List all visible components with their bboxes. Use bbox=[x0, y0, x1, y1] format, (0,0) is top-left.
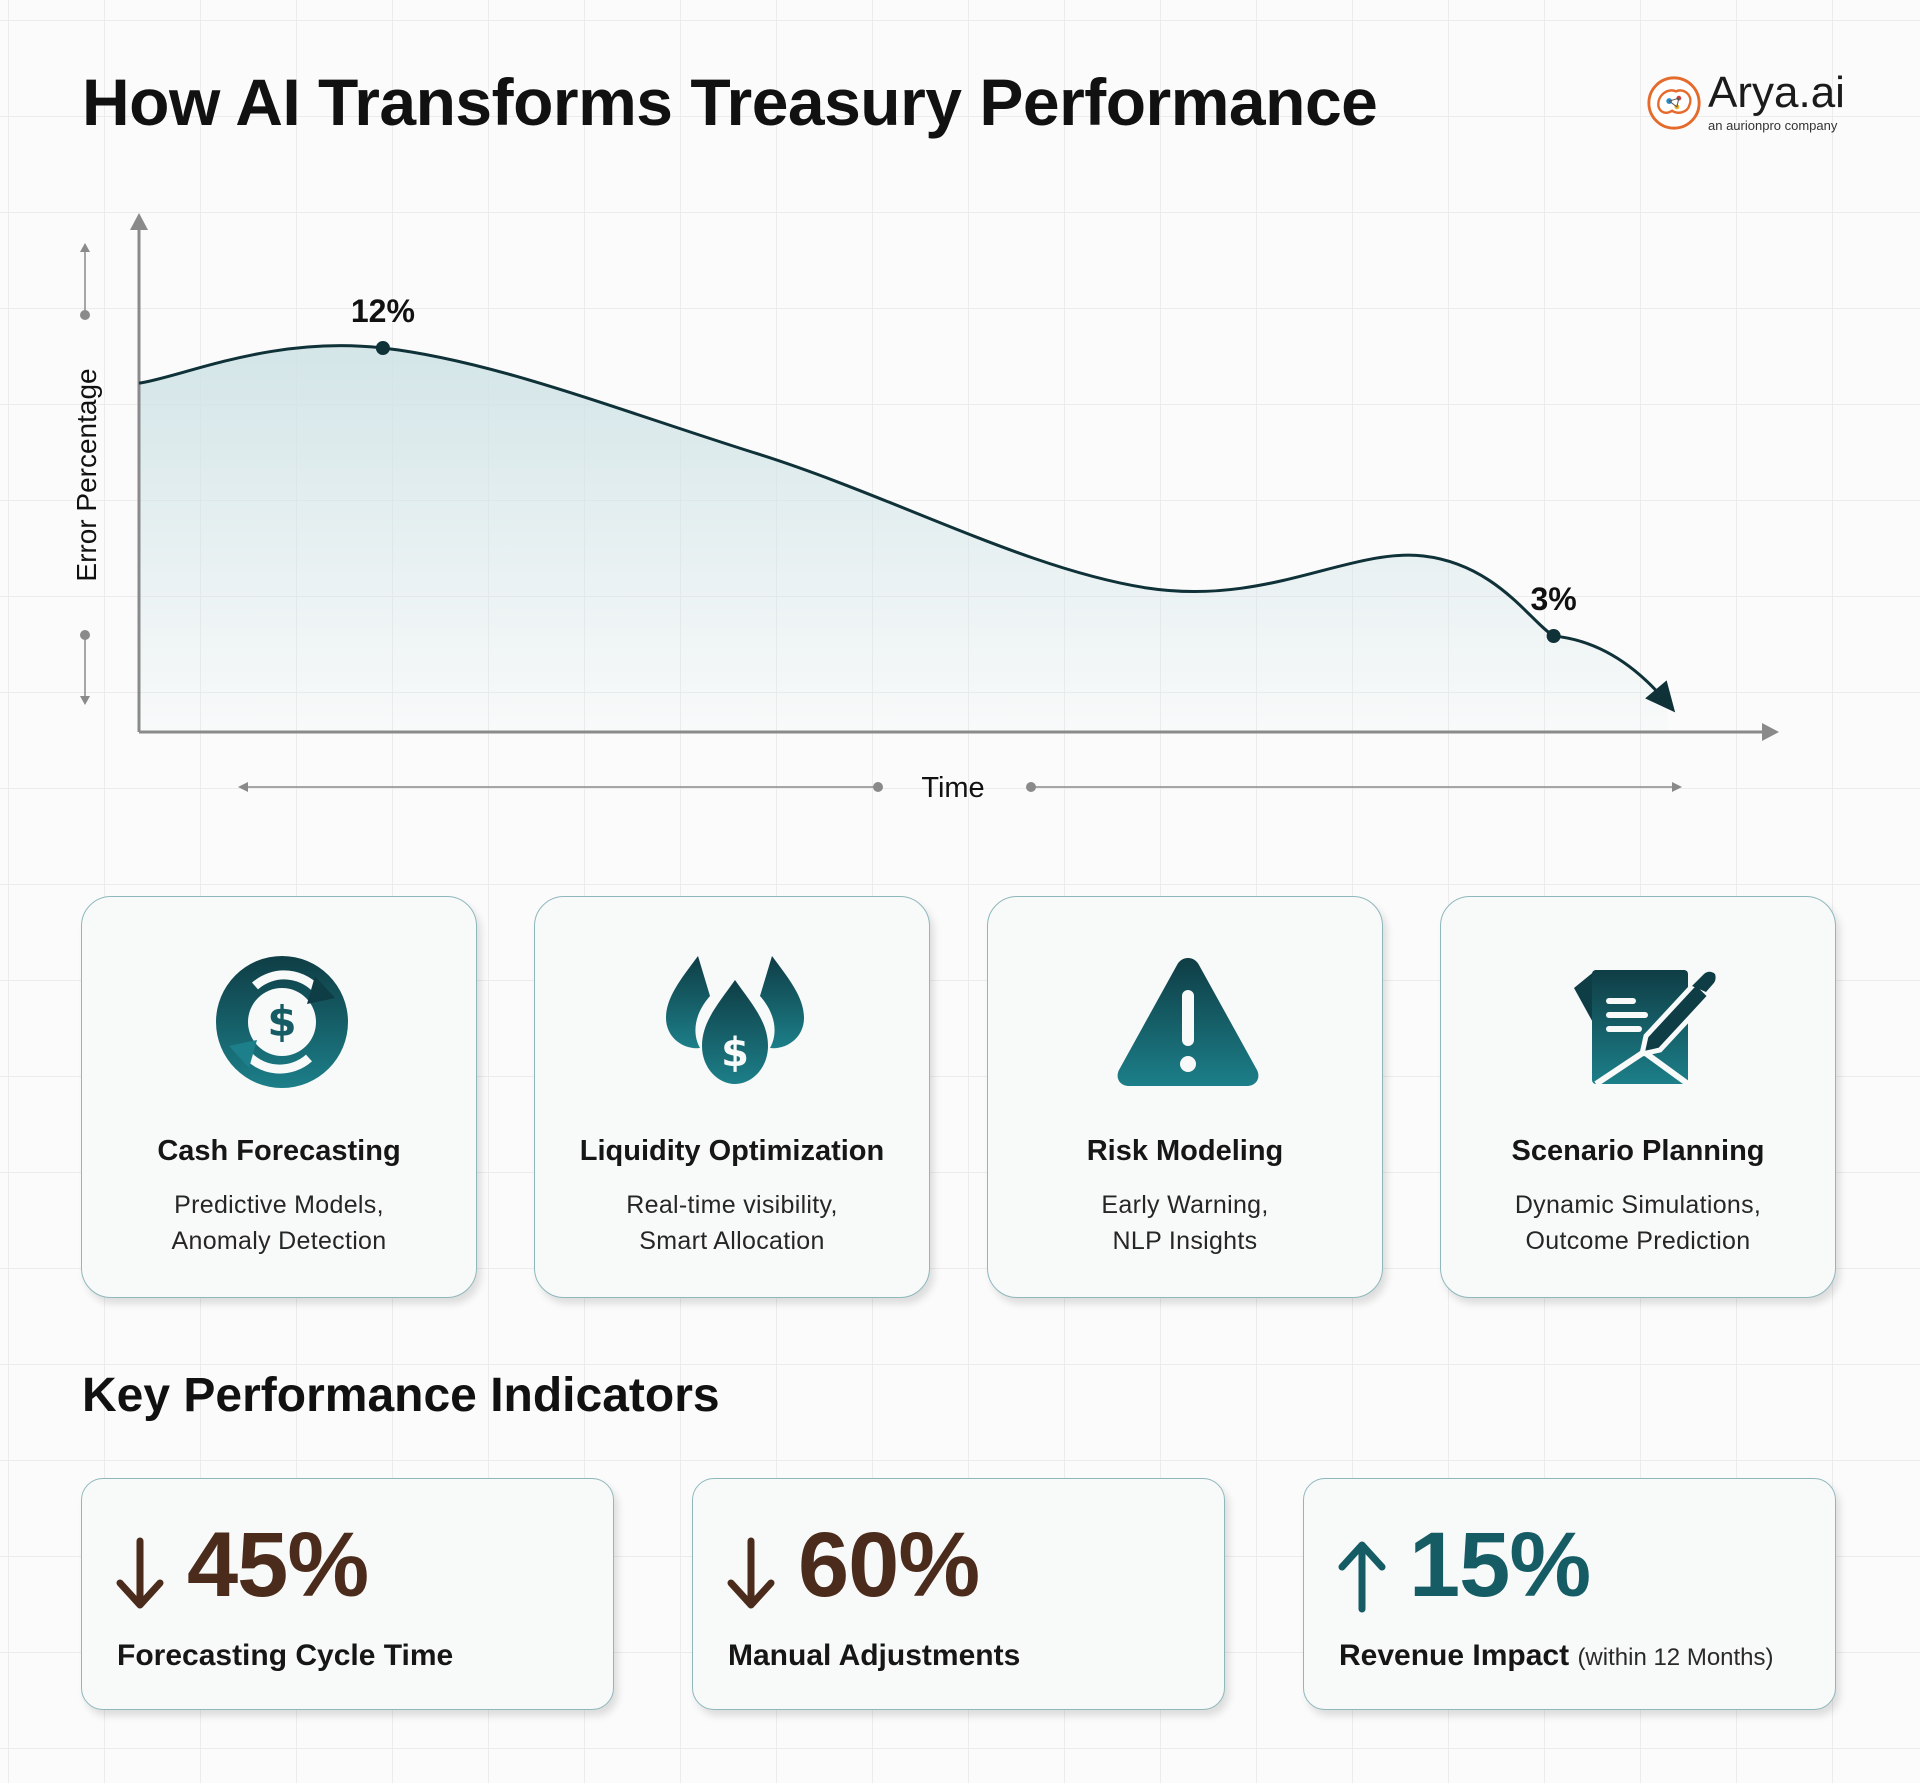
kpi-label: Revenue Impact (within 12 Months) bbox=[1339, 1639, 1774, 1673]
feature-desc-line: Early Warning, bbox=[1101, 1191, 1269, 1219]
x-label-arrow-right-icon bbox=[1672, 782, 1682, 792]
feature-card-risk-modeling: Risk Modeling Early Warning, NLP Insight… bbox=[987, 896, 1383, 1298]
page-title: How AI Transforms Treasury Performance bbox=[82, 65, 1378, 139]
arrowhead-icon bbox=[1645, 680, 1676, 713]
feature-title: Risk Modeling bbox=[1086, 1135, 1284, 1167]
feature-card-liquidity-optimization: $ Liquidity Optimization Real-time visib… bbox=[534, 896, 930, 1298]
feature-title: Cash Forecasting bbox=[157, 1135, 401, 1167]
data-label-end: 3% bbox=[1530, 581, 1576, 617]
kpi-label-text: Forecasting Cycle Time bbox=[117, 1639, 454, 1672]
document-pen-icon bbox=[1574, 970, 1716, 1087]
feature-title: Liquidity Optimization bbox=[579, 1135, 885, 1167]
feature-description: Predictive Models, Anomaly Detection bbox=[82, 1187, 476, 1259]
y-axis-label-group: Error Percentage bbox=[71, 243, 102, 705]
kpi-heading: Key Performance Indicators bbox=[82, 1369, 720, 1422]
feature-desc-line: Anomaly Detection bbox=[171, 1227, 387, 1255]
feature-description: Real-time visibility, Smart Allocation bbox=[535, 1187, 929, 1259]
x-axis-label: Time bbox=[921, 772, 984, 804]
cash-cycle-icon: $ bbox=[216, 956, 348, 1088]
kpi-value: 15% bbox=[1409, 1514, 1591, 1616]
logo-wordmark: Arya.ai bbox=[1708, 68, 1845, 117]
data-point-end bbox=[1546, 629, 1561, 643]
series-line bbox=[138, 344, 1555, 638]
feature-cards: $ Cash Forecasting Predictive Models, An… bbox=[81, 896, 1838, 1300]
kpi-label-text: Manual Adjustments bbox=[728, 1639, 1021, 1672]
feature-card-cash-forecasting: $ Cash Forecasting Predictive Models, An… bbox=[81, 896, 477, 1298]
y-axis-label: Error Percentage bbox=[71, 368, 102, 581]
brain-icon bbox=[1647, 76, 1701, 130]
x-axis-arrow-icon bbox=[1762, 723, 1779, 741]
arrow-down-icon bbox=[727, 1537, 775, 1609]
feature-desc-line: Outcome Prediction bbox=[1525, 1227, 1751, 1255]
logo-tagline: an aurionpro company bbox=[1708, 118, 1838, 133]
warning-icon bbox=[1117, 958, 1259, 1086]
arrow-up-icon bbox=[1338, 1541, 1386, 1613]
y-label-arrow-up-icon bbox=[80, 243, 90, 252]
feature-desc-line: NLP Insights bbox=[1112, 1227, 1258, 1255]
kpi-value: 45% bbox=[187, 1514, 369, 1616]
kpi-value: 60% bbox=[798, 1514, 980, 1616]
feature-desc-line: Dynamic Simulations, bbox=[1514, 1191, 1762, 1219]
kpi-note: (within 12 Months) bbox=[1577, 1644, 1774, 1671]
kpi-label: Forecasting Cycle Time bbox=[117, 1639, 453, 1673]
y-axis-arrow-icon bbox=[130, 213, 148, 230]
kpi-cards: 45% Forecasting Cycle Time 60% Manual Ad… bbox=[81, 1478, 1838, 1712]
kpi-card-revenue-impact: 15% Revenue Impact (within 12 Months) bbox=[1303, 1478, 1836, 1710]
liquidity-drops-icon: $ bbox=[666, 956, 804, 1084]
feature-desc-line: Real-time visibility, bbox=[626, 1191, 838, 1219]
kpi-card-forecasting-cycle-time: 45% Forecasting Cycle Time bbox=[81, 1478, 614, 1710]
data-point-peak bbox=[375, 341, 390, 355]
feature-desc-line: Smart Allocation bbox=[639, 1227, 825, 1255]
feature-card-scenario-planning: Scenario Planning Dynamic Simulations, O… bbox=[1440, 896, 1836, 1298]
error-percentage-chart: 12% 3% Error Percentage Time bbox=[71, 213, 1779, 804]
kpi-card-manual-adjustments: 60% Manual Adjustments bbox=[692, 1478, 1225, 1710]
y-label-arrow-down-icon bbox=[80, 696, 90, 705]
arrow-down-icon bbox=[116, 1537, 164, 1609]
svg-text:$: $ bbox=[267, 997, 296, 1046]
feature-title: Scenario Planning bbox=[1511, 1135, 1765, 1167]
feature-desc-line: Predictive Models, bbox=[174, 1191, 384, 1219]
brand-logo: Arya.ai an aurionpro company bbox=[1645, 68, 1845, 134]
x-axis-label-group: Time bbox=[238, 772, 1682, 804]
svg-text:$: $ bbox=[721, 1030, 749, 1076]
area-fill bbox=[139, 345, 1668, 732]
kpi-label-text: Revenue Impact bbox=[1339, 1639, 1570, 1672]
x-label-arrow-left-icon bbox=[238, 782, 248, 792]
kpi-label: Manual Adjustments bbox=[728, 1639, 1020, 1673]
feature-description: Dynamic Simulations, Outcome Prediction bbox=[1441, 1187, 1835, 1259]
feature-description: Early Warning, NLP Insights bbox=[988, 1187, 1382, 1259]
data-label-peak: 12% bbox=[351, 293, 415, 329]
